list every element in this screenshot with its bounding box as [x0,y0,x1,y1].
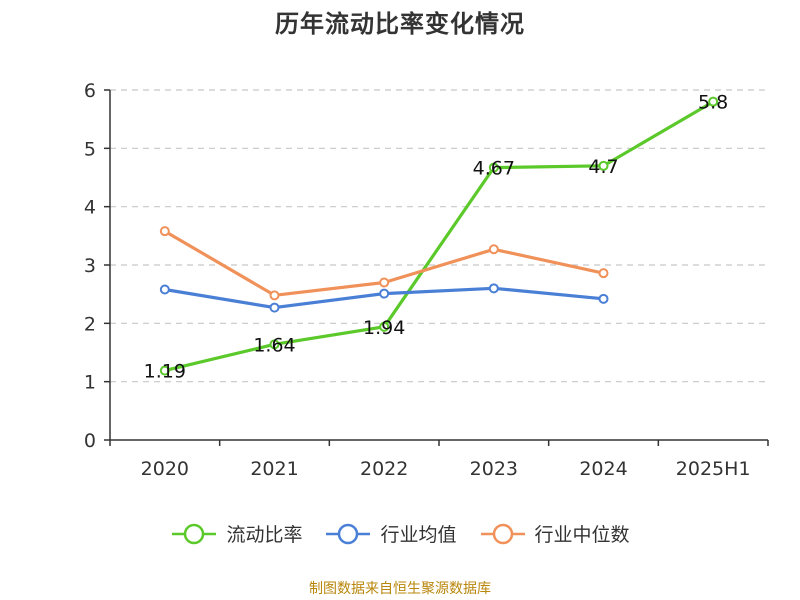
data-point [488,244,499,255]
y-tick-label: 3 [84,255,96,277]
y-tick-label: 5 [84,138,96,160]
legend-swatch [172,523,217,544]
data-point [598,268,609,279]
y-tick-label: 2 [84,313,96,335]
series-layer [159,96,719,376]
x-tick-label: 2025H1 [676,458,751,480]
data-point [159,226,170,237]
y-tick-label: 1 [84,372,96,394]
data-point [159,365,170,376]
data-point [269,290,280,301]
data-point [598,160,609,171]
data-point [598,293,609,304]
data-point [488,283,499,294]
y-tick-label: 6 [84,80,96,102]
data-label: 4.67 [473,158,515,180]
chart-title: 历年流动比率变化情况 [275,10,525,38]
data-label: 5.8 [698,92,728,114]
data-label: 1.94 [363,317,405,339]
x-tick-label: 2021 [250,458,298,480]
x-tick-label: 2020 [141,458,189,480]
legend-label: 行业均值 [380,524,457,546]
data-labels: 1.19 1.64 1.94 4.67 4.7 5.8 [144,92,729,383]
y-tick-label: 4 [84,197,96,219]
data-point [379,277,390,288]
legend-swatch [480,523,525,544]
series-line-0 [164,100,715,373]
axes: 0 1 2 3 4 5 6 2020 2021 2022 2023 2024 2025H1 [84,80,769,480]
legend-swatch [326,523,371,544]
x-tick-label: 2023 [470,458,518,480]
legend-item[interactable]: 流动比率 [170,520,302,547]
legend-item[interactable]: 行业均值 [324,520,457,547]
data-label: 4.7 [588,156,618,178]
data-point [379,288,390,299]
legend-label: 流动比率 [226,524,303,546]
data-label: 1.64 [253,334,295,356]
x-tick-label: 2022 [360,458,408,480]
data-point [269,302,280,313]
grid-lines [110,89,768,383]
data-point [159,284,170,295]
data-point [379,321,390,332]
data-point [708,96,719,107]
legend-item[interactable]: 行业中位数 [479,520,630,547]
data-point [488,162,499,173]
source-note: 制图数据来自恒生聚源数据库 [309,581,491,597]
y-tick-label: 0 [84,430,96,452]
data-point [269,339,280,350]
x-tick-label: 2024 [579,458,627,480]
legend-label: 行业中位数 [534,524,630,546]
data-label: 1.19 [144,361,186,383]
legend: 流动比率 行业均值 行业中位数 [0,520,800,547]
